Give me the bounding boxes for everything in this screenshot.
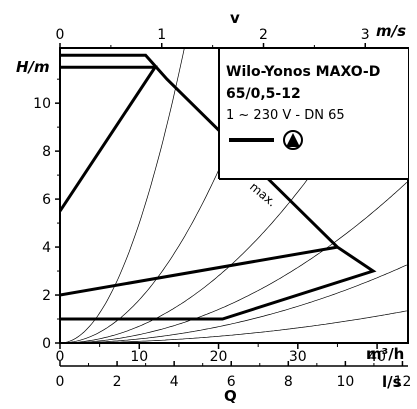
left-axis: 0 2 4 6 8 10	[33, 78, 60, 352]
top-axis-label: v	[230, 9, 240, 27]
ls-tick-label: 12	[394, 374, 412, 390]
ls-tick-label: 10	[336, 374, 354, 390]
ls-tick-label: 2	[113, 374, 122, 390]
v-tick-label: 2	[259, 27, 268, 43]
plot-frame	[59, 47, 409, 344]
chart-subtitle: 65/0,5-12	[226, 86, 301, 102]
v-tick-label: 0	[56, 27, 65, 43]
ls-tick-label: 6	[227, 374, 236, 390]
y-tick-label: 2	[42, 288, 51, 304]
ls-tick-label: 8	[284, 374, 293, 390]
y-tick-label: 4	[42, 240, 51, 256]
x-axis-label: Q	[224, 387, 237, 405]
top-axis-unit: m/s	[376, 22, 406, 40]
top-axis: 0 1 2 3	[56, 27, 370, 48]
ls-axis: 0 2 4 6 8 10 12	[56, 361, 412, 390]
pump-spec: 1 ~ 230 V - DN 65	[226, 108, 345, 123]
x-axis-unit: m³/h	[366, 345, 404, 363]
system-curve	[60, 264, 407, 343]
system-curve	[60, 48, 185, 343]
performance-curve-2	[60, 245, 338, 297]
v-tick-label: 3	[361, 27, 370, 43]
x-tick-label: 40	[368, 349, 386, 365]
x-tick-label: 30	[289, 349, 307, 365]
bottom-axis: 0 10 20 30 40	[56, 343, 386, 365]
ls-tick-label: 4	[170, 374, 179, 390]
performance-curves-group	[60, 53, 377, 321]
y-tick-label: 0	[42, 336, 51, 352]
y-tick-label: 6	[42, 192, 51, 208]
x-tick-label: 10	[130, 349, 148, 365]
ls-axis-unit: l/s	[382, 373, 402, 391]
x-tick-label: 20	[210, 349, 228, 365]
legend-box: Wilo-Yonos MAXO-D 65/0,5-12 1 ~ 230 V - …	[218, 49, 408, 180]
v-tick-label: 1	[157, 27, 166, 43]
y-axis-label: H/m	[16, 58, 50, 76]
y-tick-label: 8	[42, 144, 51, 160]
performance-curve-1	[60, 65, 158, 212]
x-tick-label: 0	[56, 349, 65, 365]
chart-title: Wilo-Yonos MAXO-D	[226, 64, 380, 80]
y-tick-label: 10	[33, 96, 51, 112]
system-curve	[60, 182, 408, 343]
pump-symbol-icon	[283, 130, 303, 150]
ls-tick-label: 0	[56, 374, 65, 390]
